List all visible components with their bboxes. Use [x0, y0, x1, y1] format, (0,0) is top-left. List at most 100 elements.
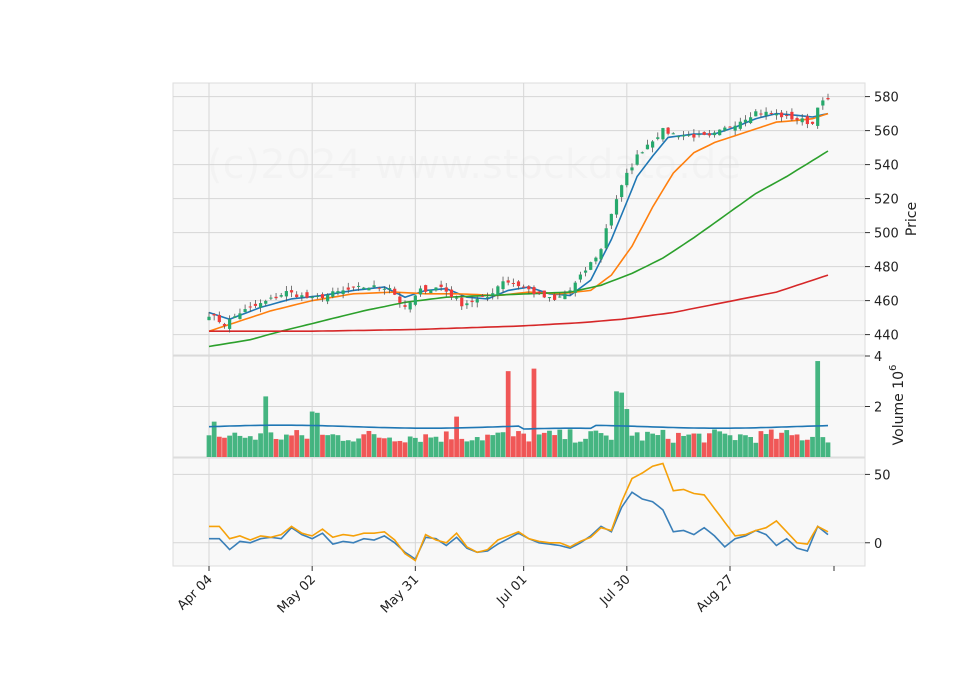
volume-bar-up	[211, 421, 217, 457]
volume-bar-up	[314, 412, 320, 457]
candle-up	[413, 295, 417, 305]
price-tick-label: 540	[874, 159, 899, 174]
volume-bar-up	[258, 433, 263, 457]
volume-bar-up	[547, 430, 552, 457]
volume-bar-down	[402, 442, 408, 457]
candle-down	[480, 295, 484, 297]
candle-up	[279, 295, 283, 297]
candle-up	[547, 297, 552, 299]
price-tick-label: 440	[874, 329, 899, 344]
oscillator-tick-label: 0	[874, 537, 882, 552]
candle-up	[300, 295, 304, 298]
volume-bar-up	[351, 441, 356, 457]
candle-down	[253, 303, 258, 306]
date-tick-label: Jul 30	[597, 572, 634, 609]
oscillator-lines	[209, 462, 829, 562]
candle-up	[614, 199, 619, 215]
candle-up	[336, 291, 340, 294]
volume-bar-up	[242, 437, 248, 457]
candle-up	[284, 291, 288, 297]
price-y-ticks: 440 460 480 500 520 540 560 580	[865, 91, 899, 344]
candle-up	[455, 297, 459, 299]
candle-up	[578, 274, 582, 280]
volume-bar-up	[232, 432, 238, 457]
candle-up	[816, 107, 820, 126]
volume-bar-up	[717, 431, 723, 457]
candle-up	[408, 302, 412, 310]
candle-up	[243, 309, 247, 313]
candle-up	[661, 128, 665, 140]
date-tick-label: Apr 04	[175, 572, 216, 613]
volume-bar-up	[557, 429, 563, 457]
candle-down	[470, 300, 474, 303]
candle-down	[702, 132, 706, 135]
volume-bar-up	[407, 436, 413, 457]
volume-bar-up	[263, 396, 269, 457]
oscillator-gridlines	[173, 458, 865, 566]
volume-bar-down	[706, 433, 712, 457]
volume-bar-up	[722, 433, 728, 457]
volume-bar-up	[237, 435, 243, 457]
volume-bar-up	[598, 433, 604, 457]
candle-up	[733, 125, 737, 131]
candle-down	[527, 286, 531, 290]
volume-bar-up	[650, 433, 655, 457]
volume-bar-down	[222, 437, 227, 457]
price-axis-label: Price	[904, 202, 920, 236]
candle-up	[640, 152, 644, 154]
oscillator-line-2	[209, 462, 829, 562]
volume-bar-up	[438, 441, 444, 457]
volume-bar-up	[810, 436, 815, 457]
volume-bar-down	[701, 442, 707, 457]
candle-down	[506, 280, 510, 283]
candle-up	[764, 111, 768, 116]
candle-up	[315, 295, 319, 297]
candle-down	[759, 113, 763, 115]
candle-down	[295, 294, 299, 298]
candle-up	[712, 132, 717, 136]
price-tick-label: 500	[874, 227, 899, 242]
candle-up	[589, 262, 593, 270]
oscillator-y-ticks: 0 50	[865, 468, 891, 552]
volume-bar-up	[686, 434, 692, 457]
volume-bar-down	[294, 430, 300, 457]
candle-up	[501, 281, 505, 290]
volume-bar-up	[299, 435, 305, 457]
volume-bar-up	[583, 438, 588, 457]
volume-bar-up	[469, 440, 475, 457]
volume-bar-down	[366, 430, 372, 457]
volume-bar-down	[505, 371, 511, 457]
volume-bar-up	[335, 435, 341, 457]
candle-up	[625, 172, 629, 186]
volume-bar-up	[753, 442, 759, 457]
date-tick-label: May 02	[275, 572, 319, 616]
candle-down	[274, 296, 278, 299]
candle-down	[222, 323, 227, 326]
volume-bar-up	[418, 441, 423, 457]
candle-up	[604, 228, 608, 249]
volume-bar-down	[273, 438, 279, 457]
candle-up	[687, 134, 691, 136]
volume-bar-up	[474, 437, 480, 457]
candle-down	[346, 287, 350, 290]
volume-average-line	[208, 424, 829, 430]
candle-up	[434, 287, 438, 291]
price-tick-label: 580	[874, 91, 899, 106]
volume-bars	[206, 361, 831, 457]
volume-bar-down	[541, 432, 547, 457]
volume-tick-label: 4	[874, 350, 882, 365]
oscillator-tick-label: 50	[874, 468, 891, 483]
volume-axis-label: Volume 106	[888, 365, 907, 446]
price-tick-label: 460	[874, 295, 899, 310]
volume-bar-up	[495, 432, 501, 457]
volume-bar-down	[449, 439, 454, 457]
candle-up	[754, 111, 758, 117]
candle-up	[331, 291, 335, 297]
candle-down	[444, 287, 448, 292]
candle-down	[826, 97, 830, 100]
candle-up	[238, 313, 242, 319]
ma-line-ma30	[208, 150, 829, 348]
volume-axis-exponent: 6	[888, 365, 899, 371]
candle-up	[233, 316, 237, 318]
